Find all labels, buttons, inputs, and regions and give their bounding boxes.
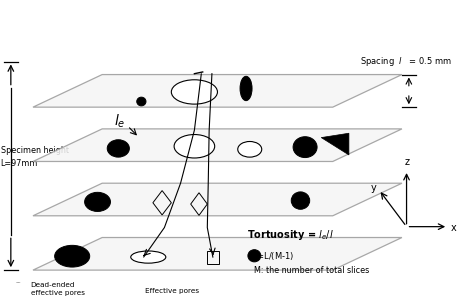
Text: Dead-ended
effective pores: Dead-ended effective pores [31, 282, 85, 296]
Text: $l$=L/(M-1): $l$=L/(M-1) [255, 250, 294, 262]
Ellipse shape [137, 97, 146, 106]
Polygon shape [33, 75, 402, 107]
Text: Specimen height
L=97mm: Specimen height L=97mm [0, 147, 69, 168]
Ellipse shape [85, 192, 110, 211]
Ellipse shape [107, 140, 129, 157]
Text: z: z [405, 157, 410, 167]
Polygon shape [33, 237, 402, 270]
Ellipse shape [171, 80, 218, 104]
Polygon shape [321, 133, 349, 155]
Ellipse shape [248, 250, 261, 262]
Text: y: y [371, 184, 376, 193]
Text: x: x [451, 223, 456, 233]
Ellipse shape [291, 192, 310, 209]
Text: Tortuosity = $l_e/l$: Tortuosity = $l_e/l$ [247, 228, 334, 242]
Ellipse shape [174, 135, 215, 158]
Ellipse shape [240, 76, 252, 101]
Text: M: the number of total slices: M: the number of total slices [255, 266, 370, 276]
Text: $l_e$: $l_e$ [114, 113, 126, 130]
Ellipse shape [55, 245, 90, 267]
Bar [207, 251, 219, 264]
Ellipse shape [131, 251, 166, 263]
Text: Spacing  $l$   = 0.5 mm: Spacing $l$ = 0.5 mm [360, 55, 453, 68]
Text: Effective pores: Effective pores [145, 288, 199, 294]
Ellipse shape [293, 137, 317, 157]
Polygon shape [33, 183, 402, 216]
Ellipse shape [115, 284, 140, 296]
Ellipse shape [10, 283, 27, 296]
Ellipse shape [238, 141, 262, 157]
Polygon shape [33, 129, 402, 162]
